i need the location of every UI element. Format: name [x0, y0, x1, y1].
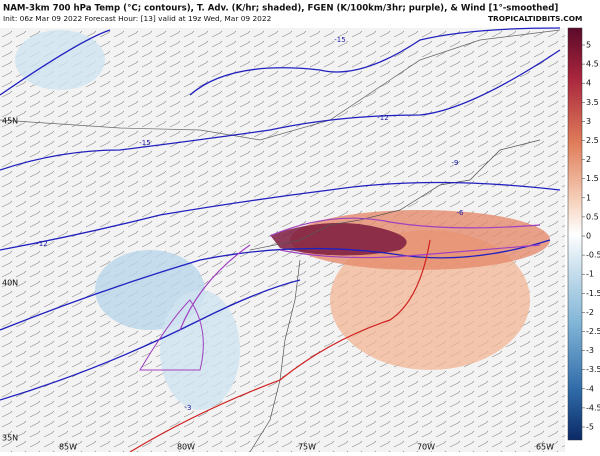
colorbar-label: -5	[586, 423, 594, 432]
colorbar-label: -0.5	[586, 251, 600, 260]
contour-label: -9	[452, 159, 459, 167]
longitude-label: 65W	[536, 443, 554, 452]
colorbar-label: 1	[586, 193, 591, 202]
contour-label: -15	[139, 139, 150, 147]
colorbar-label: 3	[586, 117, 591, 126]
colorbar-label: 3.5	[586, 98, 599, 107]
title: NAM-3km 700 hPa Temp (°C; contours), T. …	[3, 4, 558, 14]
colorbar-label: 0	[586, 232, 591, 241]
colorbar-label: 2.5	[586, 136, 599, 145]
contour-label: -12	[36, 240, 47, 248]
longitude-label: 70W	[417, 443, 435, 452]
colorbar-label: 5	[586, 41, 591, 50]
colorbar-label: -3	[586, 346, 594, 355]
map	[0, 27, 565, 453]
contour-label: -12	[377, 114, 388, 122]
longitude-label: 85W	[59, 443, 77, 452]
colorbar-label: -1	[586, 270, 594, 279]
colorbar-label: -2.5	[586, 327, 600, 336]
colorbar-label: -2	[586, 308, 594, 317]
contour-label: -3	[185, 404, 192, 412]
latitude-label: 45N	[2, 117, 18, 126]
latitude-label: 40N	[2, 279, 18, 288]
credit: TROPICALTIDBITS.COM	[488, 14, 582, 23]
longitude-label: 80W	[177, 443, 195, 452]
colorbar-label: 2	[586, 155, 591, 164]
colorbar	[567, 27, 583, 441]
colorbar-label: -1.5	[586, 289, 600, 298]
colorbar-label: 1.5	[586, 174, 599, 183]
colorbar-label: -4.5	[586, 403, 600, 412]
subtitle: Init: 06z Mar 09 2022 Forecast Hour: [13…	[3, 14, 271, 23]
contour-label: -6	[457, 209, 465, 217]
contour-label: -15	[334, 36, 345, 44]
colorbar-label: 0.5	[586, 212, 599, 221]
colorbar-label: 4	[586, 79, 591, 88]
latitude-label: 35N	[2, 434, 18, 443]
colorbar-label: -3.5	[586, 365, 600, 374]
colorbar-label: 4.5	[586, 60, 599, 69]
colorbar-label: -4	[586, 384, 594, 393]
longitude-label: 75W	[298, 443, 316, 452]
